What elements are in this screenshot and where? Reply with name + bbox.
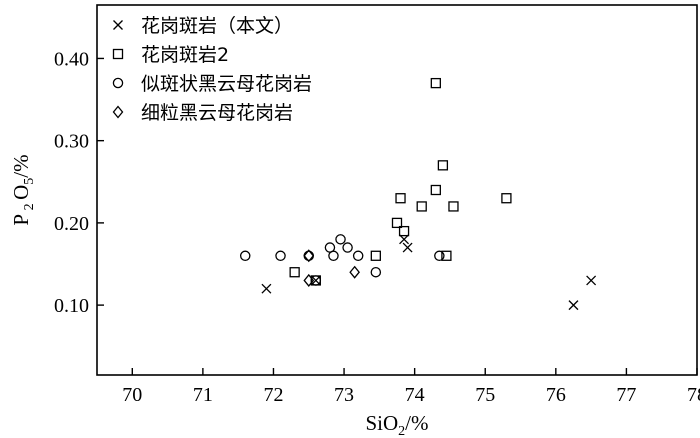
data-point-circle [303,250,315,262]
y-tick-label: 0.20 [54,213,89,235]
data-point-square [395,193,406,204]
data-point-diamond [349,265,360,279]
data-point-x [402,242,413,253]
legend-marker-x [113,20,123,30]
data-point-square [448,201,459,212]
data-point-square [391,217,403,229]
data-point-x [568,300,579,311]
axis-tick-labels: 70 71 72 73 74 75 76 77 78 0.10 0.20 0.30 0.40 [54,48,700,406]
x-tick-label: 73 [334,384,354,406]
data-point-circle [434,250,445,262]
legend-marker-diamond [112,105,124,119]
y-tick-label: 0.10 [54,295,89,317]
data-point-circle [275,250,286,262]
data-point-square [501,193,512,204]
x-tick-label: 78 [687,384,700,406]
data-point-square [370,250,381,261]
data-point-circle [310,275,322,286]
data-point-square [430,77,441,89]
data-point-square [441,250,452,261]
x-tick-label: 70 [122,384,142,406]
data-points [239,77,597,311]
data-point-square [437,160,449,171]
data-point-circle [370,266,382,278]
x-tick-label: 74 [405,384,425,406]
legend-label: 似斑状黑云母花岗岩 [141,73,312,95]
data-point-square [430,184,441,196]
axis-ticks [97,57,698,375]
data-point-x [261,283,272,294]
data-point-x [399,234,410,245]
data-point-circle [352,250,364,262]
data-point-diamond [303,273,315,287]
data-point-circle [328,250,339,262]
x-axis-title: SiO2/% [365,411,428,438]
x-tick-label: 72 [263,384,283,406]
y-axis-title: P 2 O5/% [9,154,37,225]
data-point-x [586,275,597,286]
x-tick-label: 77 [616,384,636,406]
y-tick-label: 0.30 [54,131,89,153]
plot-frame [96,4,698,376]
data-point-circle [342,242,353,253]
y-tick-label: 0.40 [54,48,89,70]
legend-label: 花岗斑岩2 [141,44,229,66]
legend-marker-circle [112,77,124,89]
data-point-circle [239,250,251,262]
x-tick-label: 75 [475,384,495,406]
data-point-square [398,225,410,237]
data-point-diamond [303,249,315,263]
data-point-square [416,201,427,212]
legend-marker-square [112,48,124,60]
data-point-circle [335,234,346,245]
legend-label: 花岗斑岩（本文） [141,15,293,37]
x-tick-label: 71 [193,384,213,406]
legend-label: 细粒黑云母花岗岩 [141,102,293,124]
x-tick-label: 76 [546,384,566,406]
data-point-square [289,267,300,278]
